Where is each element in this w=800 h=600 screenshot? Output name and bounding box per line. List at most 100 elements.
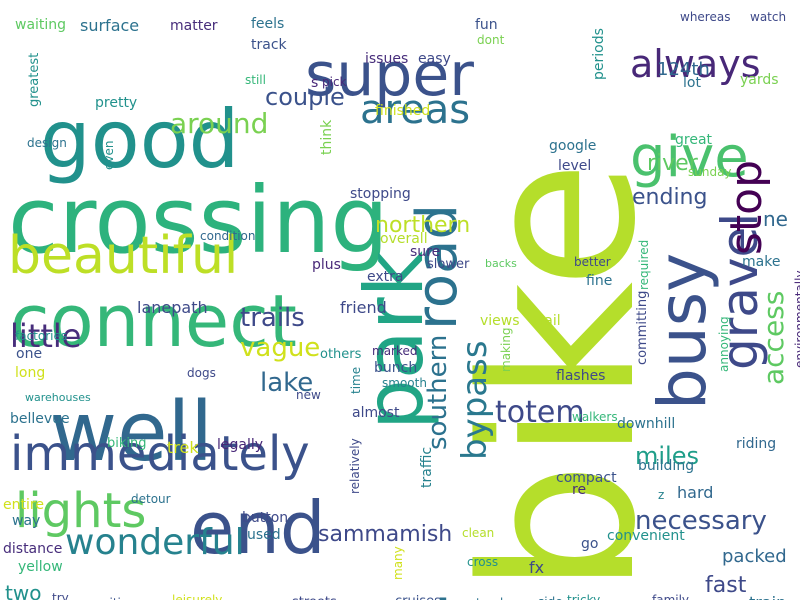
cloud-word: northern [375, 213, 471, 238]
cloud-word: little [10, 317, 82, 355]
cloud-word: family [652, 593, 690, 600]
cloud-word: re [572, 482, 587, 498]
cloud-word: sunday [688, 165, 732, 179]
cloud-word: extra [367, 269, 404, 285]
cloud-word: committing [635, 290, 650, 365]
cloud-word: tricky [567, 593, 601, 600]
cloud-word: watch [750, 10, 787, 24]
cloud-word: plus [312, 257, 341, 273]
cloud-word: annoying [717, 316, 731, 372]
cloud-word: trail [533, 313, 561, 329]
cloud-word: environmentally [793, 270, 800, 368]
cloud-word: backs [485, 257, 517, 270]
cloud-word: traffic [419, 446, 435, 488]
cloud-word: even [102, 140, 116, 170]
cloud-word: stopping [350, 186, 411, 202]
cloud-word: clean [462, 526, 495, 540]
cloud-word: building [638, 458, 695, 474]
cloud-word: fine [586, 273, 613, 289]
cloud-word: design [27, 136, 67, 150]
cloud-word: bunch [374, 360, 418, 376]
cloud-word: trails [240, 303, 305, 333]
cloud-word: access [757, 290, 790, 385]
cloud-word: great [675, 132, 713, 148]
cloud-word: construction [90, 592, 544, 600]
cloud-word: side [538, 596, 563, 600]
cloud-word: making [499, 327, 513, 372]
cloud-word: miles [635, 442, 699, 470]
cloud-word: smooth [382, 376, 427, 390]
cloud-word: give [630, 125, 749, 190]
cloud-word: crossing [8, 167, 389, 274]
cloud-word: condition [200, 229, 256, 243]
cloud-word: yellow [18, 559, 63, 575]
cloud-word: z [658, 488, 665, 502]
cloud-word: required [637, 239, 651, 290]
cloud-word: better [574, 255, 611, 269]
cloud-word: hard [677, 483, 714, 502]
cloud-word: flashes [556, 368, 606, 384]
cloud-word: downhill [617, 416, 676, 432]
cloud-word: cross [467, 555, 499, 569]
cloud-word: cruises [395, 595, 441, 600]
cloud-word: couple [265, 83, 345, 111]
cloud-word: train [749, 595, 786, 600]
cloud-word: waiting [15, 17, 67, 33]
cloud-word: feels [251, 16, 285, 32]
cloud-word: areas [360, 87, 471, 133]
cloud-word: issues [365, 51, 409, 67]
cloud-word: make [742, 254, 781, 270]
cloud-word: totem [495, 395, 585, 430]
cloud-word: wonderful [65, 522, 245, 563]
cloud-word: well [50, 385, 214, 480]
cloud-word: dont [477, 33, 505, 47]
cloud-word: slower [427, 257, 470, 272]
cloud-word: around [170, 107, 269, 140]
cloud-word: dogs [187, 366, 216, 380]
cloud-word: compact [556, 470, 617, 486]
cloud-word: periods [591, 28, 607, 80]
cloud-word: new [296, 388, 321, 402]
cloud-word: fast [705, 573, 747, 598]
cloud-word: bypass [455, 340, 495, 460]
cloud-word: sure [410, 244, 441, 260]
cloud-word: immediately [10, 426, 310, 482]
cloud-word: try [52, 591, 69, 600]
cloud-word: think [319, 119, 335, 155]
cloud-word: many [391, 546, 405, 580]
cloud-word: necessary [635, 506, 767, 536]
cloud-word: matter [170, 18, 218, 34]
cloud-word: walkers [572, 410, 618, 424]
cloud-word: google [549, 138, 597, 154]
cloud-word: super [305, 40, 474, 110]
cloud-word: connect [10, 279, 298, 363]
cloud-word: ne [763, 207, 788, 231]
cloud-word: trek [167, 438, 199, 457]
cloud-word: views [480, 313, 520, 329]
cloud-word: others [320, 347, 362, 362]
cloud-word: southern [423, 334, 453, 450]
cloud-word: relatively [348, 438, 362, 494]
cloud-word: time [349, 366, 363, 394]
cloud-word: level [558, 158, 592, 174]
cloud-word: always [630, 42, 761, 86]
cloud-word: go [581, 536, 599, 552]
cloud-word: factories [15, 329, 68, 343]
cloud-word: convenient [607, 528, 685, 544]
cloud-word: used [247, 527, 281, 543]
cloud-word: tandem [476, 597, 522, 600]
cloud-word: track [251, 37, 287, 53]
cloud-word: end [190, 486, 326, 570]
cloud-word: distance [3, 541, 63, 557]
cloud-word: fx [529, 558, 545, 577]
cloud-word: finished [375, 103, 431, 119]
cloud-word: fun [475, 17, 498, 33]
cloud-word: good [40, 93, 240, 186]
cloud-word: lot [683, 75, 701, 91]
cloud-word: yards [740, 72, 779, 88]
cloud-word: two [5, 581, 42, 600]
cloud-word: long [15, 365, 46, 381]
cloud-word: almost [352, 405, 400, 421]
cloud-word: pick [322, 75, 347, 89]
